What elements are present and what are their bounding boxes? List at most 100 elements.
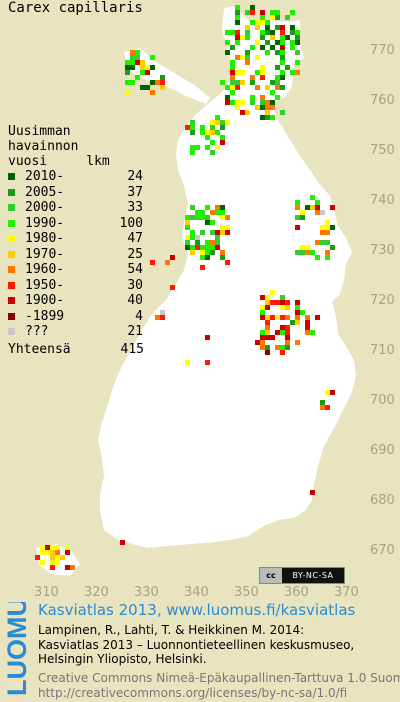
legend-count: 33: [127, 200, 143, 216]
observation-square: [295, 250, 300, 255]
observation-square: [270, 105, 275, 110]
observation-square: [275, 50, 280, 55]
observation-square: [135, 55, 140, 60]
observation-square: [250, 20, 255, 25]
observation-square: [285, 345, 290, 350]
legend-label: 1900-: [25, 293, 65, 309]
observation-square: [300, 215, 305, 220]
kasviatlas-link[interactable]: Kasviatlas 2013, www.luomus.fi/kasviatla…: [38, 601, 356, 619]
observation-square: [270, 335, 275, 340]
observation-square: [275, 80, 280, 85]
observation-square: [315, 255, 320, 260]
legend-item: 1970- 25: [8, 247, 144, 263]
x-tick-label: 340: [184, 585, 209, 598]
observation-square: [245, 30, 250, 35]
observation-square: [235, 30, 240, 35]
observation-square: [255, 25, 260, 30]
legend-item: 1950- 30: [8, 278, 144, 294]
observation-square: [210, 130, 215, 135]
distribution-map: 770 760 750 740 730 720 710 700 690 680 670 310 320…: [8, 0, 395, 598]
observation-square: [260, 315, 265, 320]
license-url[interactable]: http://creativecommons.org/licenses/by-n…: [38, 685, 348, 700]
observation-square: [290, 320, 295, 325]
observation-square: [285, 305, 290, 310]
observation-square: [305, 320, 310, 325]
observation-square: [235, 100, 240, 105]
observation-square: [185, 225, 190, 230]
observation-square: [265, 30, 270, 35]
observation-cells: [35, 5, 335, 570]
observation-square: [225, 225, 230, 230]
legend-item: 2005- 37: [8, 185, 144, 201]
x-tick-label: 310: [34, 585, 59, 598]
legend-swatch: [8, 281, 15, 289]
observation-square: [275, 25, 280, 30]
license: Creative Commons Nimeä-Epäkaupallinen-Ta…: [38, 671, 400, 700]
observation-square: [270, 115, 275, 120]
observation-square: [265, 345, 270, 350]
observation-square: [210, 140, 215, 145]
legend-count: 25: [127, 246, 143, 262]
observation-square: [280, 25, 285, 30]
observation-square: [125, 60, 130, 65]
observation-square: [150, 55, 155, 60]
y-grid-labels: 770 760 750 740 730 720 710 700 690 680 670: [370, 43, 395, 558]
observation-square: [260, 95, 265, 100]
observation-square: [215, 240, 220, 245]
observation-square: [230, 85, 235, 90]
observation-square: [235, 20, 240, 25]
observation-square: [280, 300, 285, 305]
observation-square: [260, 330, 265, 335]
observation-square: [265, 335, 270, 340]
observation-square: [190, 130, 195, 135]
observation-square: [255, 20, 260, 25]
observation-square: [265, 305, 270, 310]
observation-square: [260, 45, 265, 50]
observation-square: [270, 35, 275, 40]
observation-square: [200, 210, 205, 215]
observation-square: [245, 50, 250, 55]
observation-square: [255, 340, 260, 345]
observation-square: [140, 70, 145, 75]
observation-square: [295, 300, 300, 305]
observation-square: [315, 210, 320, 215]
legend-total-count: 415: [120, 341, 144, 357]
legend-count: 24: [127, 169, 143, 185]
observation-square: [280, 315, 285, 320]
observation-square: [210, 220, 215, 225]
observation-square: [280, 85, 285, 90]
observation-square: [310, 250, 315, 255]
observation-square: [265, 350, 270, 355]
legend-count: 4: [135, 308, 143, 324]
observation-square: [230, 65, 235, 70]
luomus-logo: LUOMUS: [4, 602, 30, 696]
legend-label: 1950-: [25, 277, 65, 293]
observation-square: [135, 75, 140, 80]
y-tick-label: 690: [370, 443, 395, 458]
observation-square: [250, 5, 255, 10]
observation-square: [40, 550, 45, 555]
observation-square: [295, 30, 300, 35]
observation-square: [45, 545, 50, 550]
cc-license-badge[interactable]: cc BY-NC-SA: [259, 567, 345, 584]
observation-square: [160, 75, 165, 80]
observation-square: [230, 45, 235, 50]
observation-square: [270, 30, 275, 35]
y-tick-label: 740: [370, 193, 395, 208]
legend-total-label: Yhteensä: [8, 341, 71, 357]
observation-square: [70, 565, 75, 570]
observation-square: [325, 255, 330, 260]
observation-square: [315, 315, 320, 320]
observation-square: [150, 65, 155, 70]
x-tick-label: 360: [284, 585, 309, 598]
observation-square: [245, 25, 250, 30]
observation-square: [260, 10, 265, 15]
legend-label: 2005-: [25, 184, 65, 200]
observation-square: [35, 555, 40, 560]
legend-label: 1970-: [25, 246, 65, 262]
legend-swatch: [8, 328, 15, 336]
observation-square: [300, 210, 305, 215]
observation-square: [280, 75, 285, 80]
observation-square: [275, 300, 280, 305]
observation-square: [235, 55, 240, 60]
